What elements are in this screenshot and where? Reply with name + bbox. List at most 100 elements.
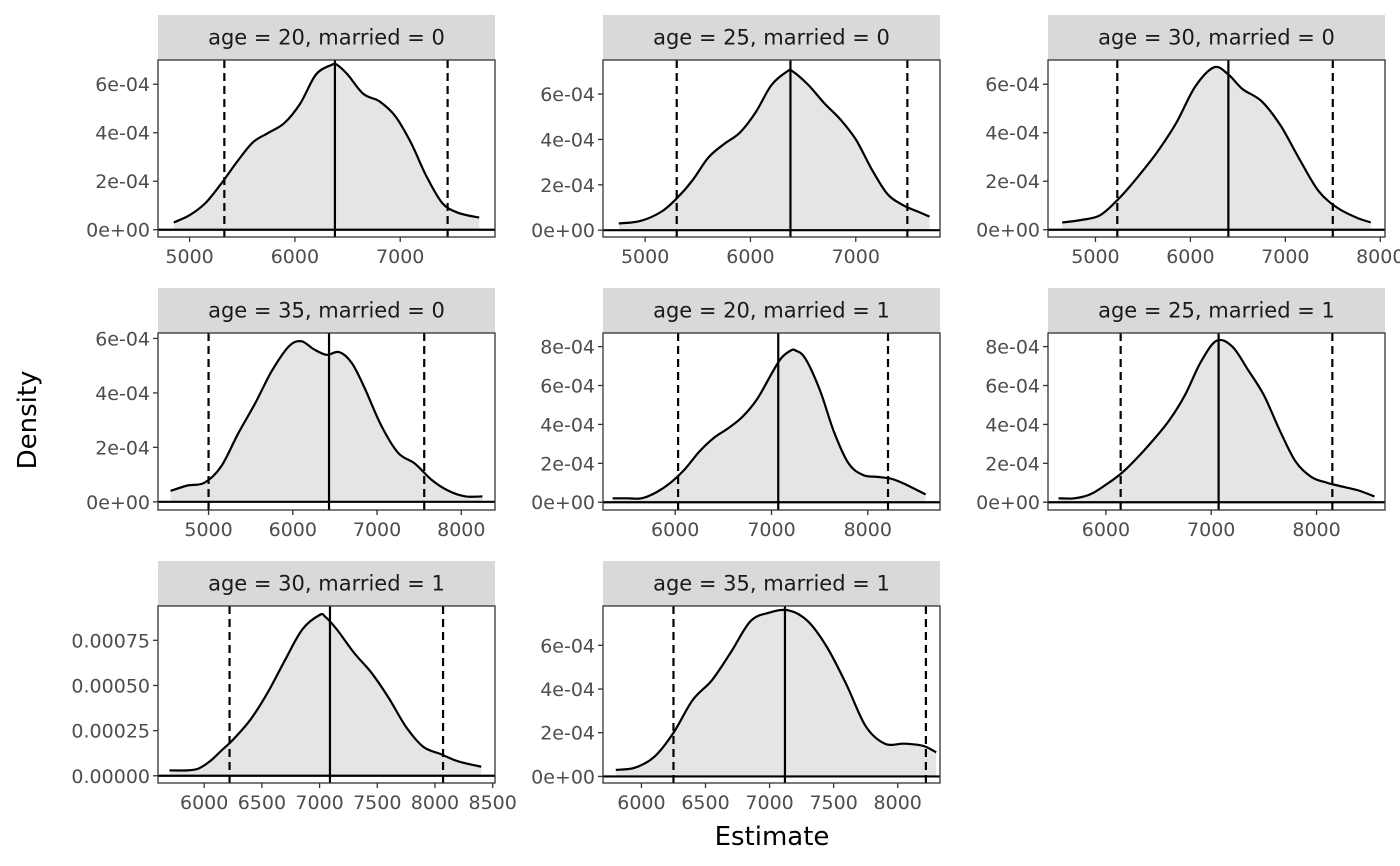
- facet-panel: age = 25, married = 0 0e+00 2e-04 4e-04 6e-0…: [531, 15, 941, 268]
- panel-border: [1047, 59, 1386, 238]
- x-tick-label: 7000: [376, 246, 424, 268]
- density-area: [612, 349, 926, 503]
- y-tick-label: 2e-04: [985, 171, 1040, 193]
- facet-strip-label: age = 35, married = 0: [208, 299, 445, 323]
- panel-border: [157, 605, 496, 784]
- density-area: [615, 609, 937, 777]
- x-tick-label: 6000: [180, 792, 228, 814]
- y-tick-label: 4e-04: [540, 414, 595, 436]
- facet-panel: age = 35, married = 1 0e+00 2e-04 4e-04 6e-0…: [531, 561, 941, 814]
- x-tick-label: 7000: [832, 246, 880, 268]
- density-area: [170, 341, 483, 502]
- y-tick-label: 8e-04: [540, 337, 595, 359]
- x-tick-label: 5000: [184, 519, 232, 541]
- y-tick-label: 6e-04: [540, 635, 595, 657]
- density-curve: [1058, 338, 1375, 500]
- y-tick-label: 4e-04: [540, 679, 595, 701]
- facet-panels: age = 20, married = 0 0e+00 2e-04 4e-04 6e-0…: [71, 15, 1400, 814]
- density-area: [1058, 339, 1375, 503]
- facet-panel: age = 30, married = 0 0e+00 2e-04 4e-04 6e-0…: [976, 15, 1400, 268]
- facet-strip-label: age = 20, married = 1: [653, 299, 890, 323]
- facet-panel: age = 20, married = 0 0e+00 2e-04 4e-04 6e-0…: [86, 15, 496, 268]
- y-tick-label: 0e+00: [86, 492, 150, 514]
- density-curve: [170, 339, 483, 498]
- y-tick-label: 4e-04: [985, 414, 1040, 436]
- facet-strip: [603, 561, 940, 606]
- facet-strip-label: age = 30, married = 0: [1098, 26, 1335, 50]
- x-tick-label: 8000: [844, 519, 892, 541]
- density-curve: [173, 62, 480, 224]
- facet-strip-label: age = 20, married = 0: [208, 26, 445, 50]
- y-tick-label: 2e-04: [540, 453, 595, 475]
- y-tick-label: 0.00000: [71, 766, 150, 788]
- x-tick-label: 8000: [437, 519, 485, 541]
- y-tick-label: 0e+00: [976, 492, 1040, 514]
- facet-panel: age = 20, married = 1 0e+00 2e-04 4e-04 6e-0…: [531, 288, 941, 541]
- facet-strip-label: age = 25, married = 0: [653, 26, 890, 50]
- x-tick-label: 8500: [469, 792, 517, 814]
- facet-strip: [603, 15, 940, 60]
- x-tick-label: 8000: [1292, 519, 1340, 541]
- density-curve: [1062, 65, 1372, 224]
- x-tick-label: 7000: [745, 792, 793, 814]
- y-tick-label: 0e+00: [976, 220, 1040, 242]
- y-tick-label: 2e-04: [95, 437, 150, 459]
- panel-border: [157, 59, 496, 238]
- panel-border: [602, 59, 941, 238]
- facet-strip: [158, 15, 495, 60]
- y-tick-label: 6e-04: [985, 74, 1040, 96]
- facet-panel: age = 35, married = 0 0e+00 2e-04 4e-04 6e-0…: [86, 288, 496, 541]
- y-tick-label: 4e-04: [540, 129, 595, 151]
- x-tick-label: 7000: [1187, 519, 1235, 541]
- x-tick-label: 6500: [238, 792, 286, 814]
- facet-strip: [158, 288, 495, 333]
- x-tick-label: 6000: [617, 792, 665, 814]
- x-tick-label: 7500: [809, 792, 857, 814]
- y-tick-label: 6e-04: [95, 74, 150, 96]
- y-tick-label: 6e-04: [540, 84, 595, 106]
- facet-strip-label: age = 25, married = 1: [1098, 299, 1335, 323]
- x-tick-label: 6000: [726, 246, 774, 268]
- x-tick-label: 6000: [271, 246, 319, 268]
- facet-panel: age = 25, married = 1 0e+00 2e-04 4e-04 6e-0…: [976, 288, 1386, 541]
- facet-strip: [603, 288, 940, 333]
- y-tick-label: 0e+00: [86, 220, 150, 242]
- x-tick-label: 5000: [165, 246, 213, 268]
- y-tick-label: 4e-04: [95, 123, 150, 145]
- x-tick-label: 6000: [1166, 246, 1214, 268]
- y-tick-label: 0e+00: [531, 492, 595, 514]
- y-tick-label: 0.00025: [71, 721, 150, 743]
- x-tick-label: 7500: [353, 792, 401, 814]
- panel-border: [602, 605, 941, 784]
- facet-strip-label: age = 30, married = 1: [208, 572, 445, 596]
- x-tick-label: 6000: [651, 519, 699, 541]
- y-tick-label: 2e-04: [540, 175, 595, 197]
- density-area: [169, 614, 482, 776]
- x-tick-label: 6500: [681, 792, 729, 814]
- panel-border: [1047, 332, 1386, 511]
- x-tick-label: 7000: [353, 519, 401, 541]
- x-tick-label: 5000: [621, 246, 669, 268]
- y-tick-label: 0e+00: [531, 220, 595, 242]
- y-tick-label: 4e-04: [95, 383, 150, 405]
- density-area: [618, 69, 930, 231]
- panel-border: [157, 332, 496, 511]
- x-tick-label: 5000: [1071, 246, 1119, 268]
- y-tick-label: 4e-04: [985, 123, 1040, 145]
- y-tick-label: 6e-04: [540, 376, 595, 398]
- density-curve: [169, 612, 482, 772]
- x-tick-label: 8000: [874, 792, 922, 814]
- x-tick-label: 7000: [295, 792, 343, 814]
- x-tick-label: 6000: [1082, 519, 1130, 541]
- facet-panel: age = 30, married = 1 0.00000 0.00025 0.000…: [71, 561, 517, 814]
- density-curve: [618, 68, 930, 225]
- x-axis-title: Estimate: [715, 822, 830, 852]
- y-tick-label: 0.00075: [71, 630, 150, 652]
- y-tick-label: 6e-04: [95, 328, 150, 350]
- y-tick-label: 8e-04: [985, 337, 1040, 359]
- y-tick-label: 0.00050: [71, 675, 150, 697]
- facet-strip: [1048, 15, 1385, 60]
- y-tick-label: 2e-04: [95, 171, 150, 193]
- y-tick-label: 6e-04: [985, 376, 1040, 398]
